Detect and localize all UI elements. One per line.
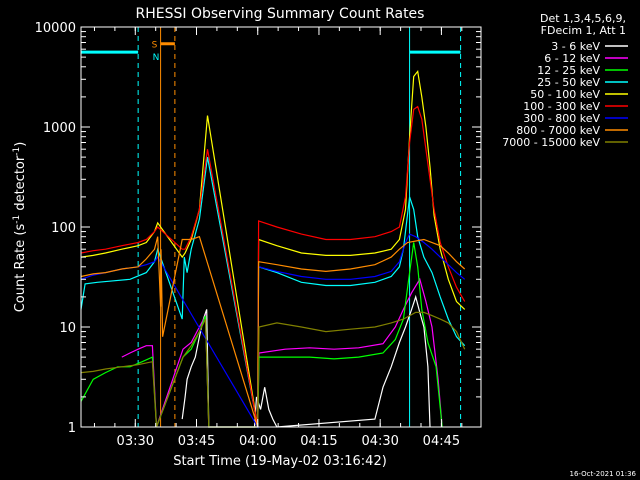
y-tick-label-3: 1000 (43, 121, 76, 136)
series-line-5 (80, 105, 466, 428)
legend-label-5: 100 - 300 keV (523, 100, 600, 113)
series-line-0 (181, 294, 431, 428)
series-line-6 (80, 233, 466, 430)
y-axis-label-sup2: -1 (12, 147, 22, 156)
night-flag-label: N (153, 53, 160, 63)
x-tick-label-2: 04:00 (239, 434, 276, 449)
legend: Det 1,3,4,5,6,9,FDecim 1, Att 1 3 - 6 keV… (502, 12, 628, 149)
legend-label-6: 300 - 800 keV (523, 112, 600, 125)
series-line-3 (80, 156, 466, 428)
y-axis: 1 10 100 1000 10000 (35, 21, 481, 436)
chart-title: RHESSI Observing Summary Count Rates (136, 6, 425, 22)
x-tick-label-4: 04:30 (361, 434, 398, 449)
y-axis-label-mid: detector (13, 155, 28, 215)
y-axis-label: Count Rate (s-1 detector-1) (12, 142, 28, 313)
y-tick-label-4: 10000 (35, 21, 76, 36)
legend-header-1: FDecim 1, Att 1 (541, 24, 626, 37)
saa-flag-label: S (152, 41, 158, 51)
footer-timestamp: 16-Oct-2021 01:36 (570, 470, 637, 478)
x-tick-label-5: 04:45 (423, 434, 460, 449)
y-tick-label-1: 10 (59, 321, 76, 336)
x-tick-label-1: 03:45 (178, 434, 215, 449)
legend-label-3: 25 - 50 keV (537, 76, 600, 89)
x-axis: 03:30 03:45 04:00 04:15 04:30 04:45 (93, 27, 463, 449)
legend-label-8: 7000 - 15000 keV (502, 136, 600, 149)
series-line-4 (80, 69, 466, 428)
y-axis-label-sup1: -1 (12, 215, 22, 224)
y-axis-label-main: Count Rate (s (13, 224, 28, 313)
legend-label-2: 12 - 25 keV (537, 64, 600, 77)
y-axis-label-end: ) (13, 142, 28, 147)
x-tick-label-3: 04:15 (300, 434, 337, 449)
legend-label-4: 50 - 100 keV (530, 88, 600, 101)
x-axis-label: Start Time (19-May-02 03:16:42) (173, 454, 387, 469)
legend-label-1: 6 - 12 keV (544, 52, 600, 65)
legend-header-0: Det 1,3,4,5,6,9, (540, 12, 626, 25)
y-tick-label-2: 100 (51, 221, 76, 236)
series-line-8 (80, 311, 466, 428)
y-tick-label-0: 1 (68, 421, 76, 436)
legend-label-7: 800 - 7000 keV (516, 124, 600, 137)
legend-label-0: 3 - 6 keV (551, 40, 600, 53)
x-tick-label-0: 03:30 (117, 434, 154, 449)
